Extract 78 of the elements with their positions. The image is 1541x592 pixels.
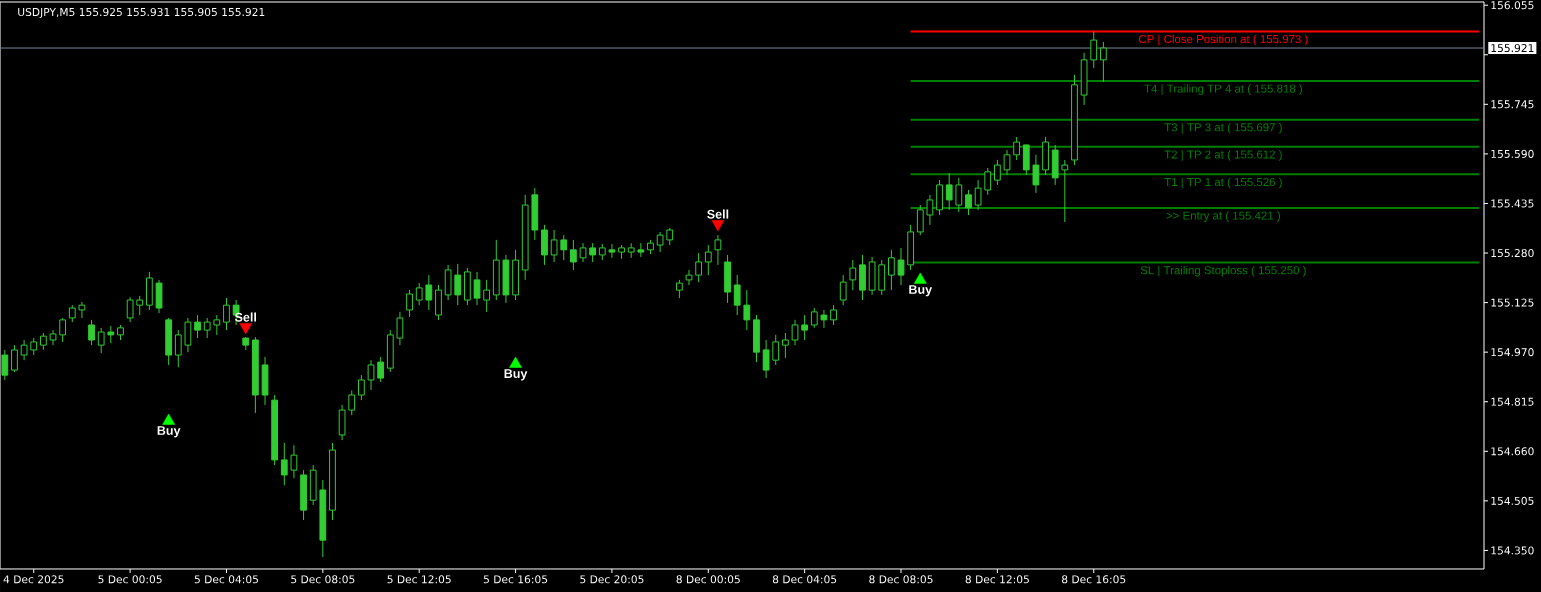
candlestick — [444, 264, 452, 301]
candlestick — [367, 359, 375, 391]
candlestick — [714, 234, 722, 266]
candlestick — [78, 301, 86, 319]
candlestick — [820, 309, 828, 329]
candlestick — [733, 274, 741, 316]
series-label: Sell — [234, 312, 256, 322]
x-tick-label: 5 Dec 20:05 — [580, 575, 644, 584]
x-tick-label: 5 Dec 08:05 — [291, 575, 355, 584]
candlestick — [473, 271, 481, 306]
y-tick-label: 154.815 — [1491, 397, 1534, 406]
y-tick-label: 155.280 — [1491, 248, 1534, 258]
x-tick-label: 8 Dec 04:05 — [772, 575, 837, 584]
y-tick-label: 155.125 — [1491, 298, 1534, 307]
candlestick — [502, 254, 510, 304]
candlestick — [685, 269, 693, 286]
candlestick — [1080, 52, 1088, 106]
text: Sell — [707, 209, 729, 219]
x-tick-label: 5 Dec 16:05 — [483, 575, 548, 584]
series-label: T2 | TP 2 at ( 155.612 ) — [1164, 150, 1282, 161]
candlestick — [319, 479, 327, 558]
y-tick-label: 156.055 — [1491, 1, 1534, 10]
candlestick — [1032, 154, 1040, 194]
x-tick-label: 8 Dec 08:05 — [869, 575, 933, 584]
candlestick — [483, 279, 491, 313]
x-tick-label: 5 Dec 12:05 — [387, 575, 451, 584]
candlestick — [20, 339, 28, 361]
candlestick — [926, 194, 934, 226]
ref-line-label: 155.921 — [1491, 44, 1534, 53]
candlestick — [945, 172, 953, 211]
candlestick — [801, 314, 809, 341]
candlestick — [396, 311, 404, 346]
y-tick-label: 154.660 — [1491, 447, 1534, 456]
y-tick-label: 155.435 — [1491, 199, 1534, 208]
candlestick — [897, 247, 905, 286]
series-label: SL | Trailing Stoploss ( 155.250 ) — [1140, 265, 1306, 277]
y-tick-label: 154.970 — [1491, 348, 1534, 357]
series-label: Buy — [157, 426, 181, 438]
candlestick — [550, 229, 558, 263]
y-tick-label: 155.745 — [1491, 100, 1534, 109]
text: USDJPY,M5 155.925 155.931 155.905 155.921 — [18, 7, 265, 19]
series-label: T4 | Trailing TP 4 at ( 155.818 ) — [1144, 84, 1302, 95]
candlestick — [454, 263, 462, 306]
candlestick — [743, 289, 751, 331]
candlestick — [184, 317, 192, 353]
candlestick — [155, 279, 163, 314]
candlestick — [868, 256, 876, 296]
candlestick — [49, 329, 57, 346]
text: Buy — [504, 369, 528, 381]
candlestick — [656, 231, 664, 253]
candlestick — [791, 319, 799, 346]
x-tick-label: 4 Dec 2025 — [3, 575, 64, 584]
candlestick — [762, 339, 770, 379]
text: Buy — [909, 285, 933, 297]
x-tick-label: 8 Dec 12:05 — [965, 575, 1029, 584]
x-tick-label: 8 Dec 00:05 — [676, 575, 740, 584]
y-tick-label: 154.350 — [1491, 546, 1534, 555]
series-label: >> Entry at ( 155.421 ) — [1166, 211, 1280, 222]
x-tick-label: 5 Dec 04:05 — [194, 575, 258, 584]
candlestick — [974, 179, 982, 211]
candlestick — [126, 296, 134, 323]
candlestick — [280, 442, 288, 486]
series-label: CP | Close Position at ( 155.973 ) — [1138, 34, 1308, 46]
candlestick — [290, 444, 298, 479]
y-tick-label: 155.590 — [1491, 149, 1534, 158]
candlestick — [1003, 149, 1011, 176]
candlestick — [608, 243, 616, 259]
candlestick — [338, 404, 346, 441]
candlestick — [521, 194, 529, 281]
y-tick-label: 154.505 — [1491, 496, 1534, 505]
candlestick — [425, 274, 433, 311]
candlestick — [579, 242, 587, 263]
series-label: T1 | TP 1 at ( 155.526 ) — [1164, 177, 1282, 189]
candlestick — [261, 356, 269, 406]
series-label: T3 | TP 3 at ( 155.697 ) — [1164, 122, 1282, 134]
candlestick — [859, 254, 866, 301]
x-tick-label: 5 Dec 00:05 — [98, 575, 162, 584]
x-tick-label: 8 Dec 16:05 — [1062, 575, 1126, 584]
